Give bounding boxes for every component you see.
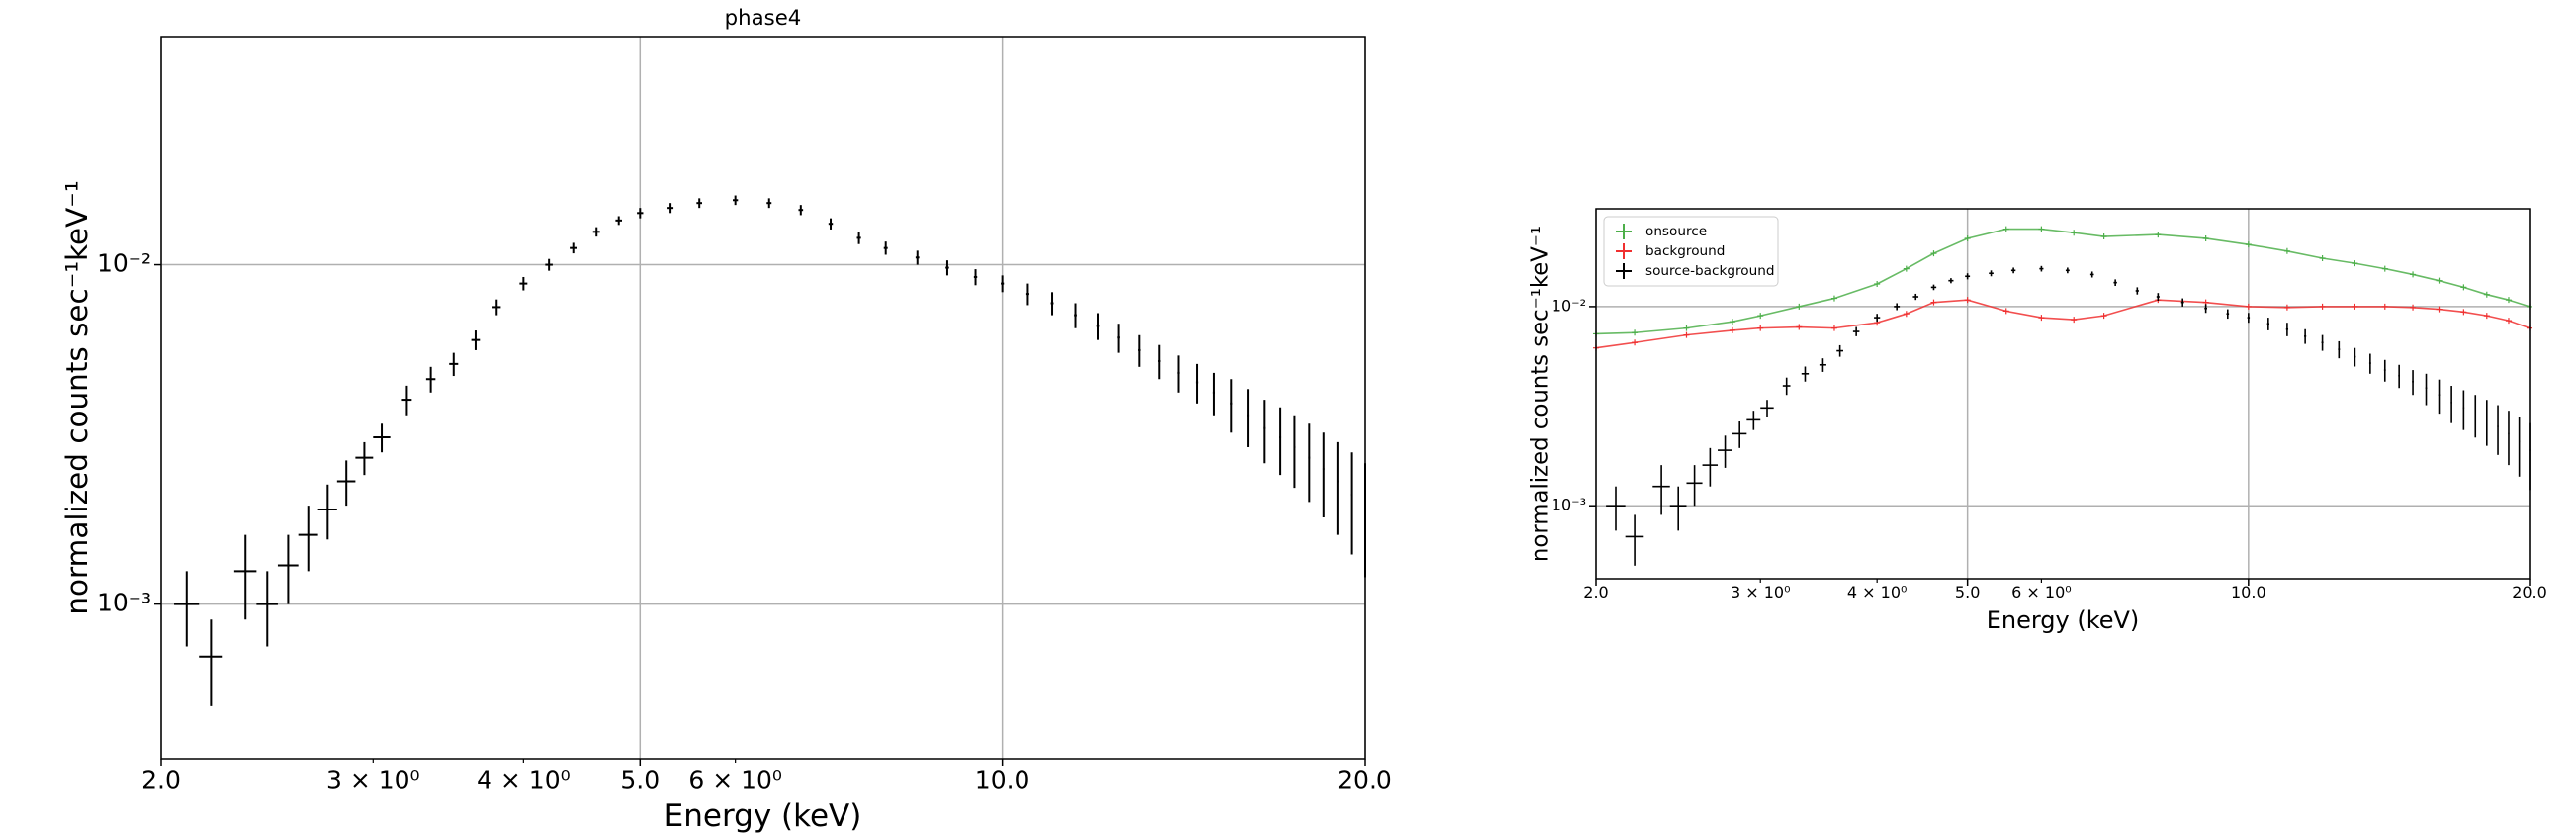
series-line [1595, 299, 2531, 349]
x-axis-label: Energy (keV) [1987, 606, 2140, 634]
legend-label: onsource [1645, 224, 1707, 239]
series-line [1595, 228, 2531, 335]
legend-label: background [1645, 243, 1725, 259]
x-tick-label: 20.0 [2512, 583, 2547, 602]
y-tick-label: 10⁻² [97, 249, 151, 278]
point [2319, 254, 2326, 261]
point [2436, 306, 2443, 313]
point [1757, 313, 1764, 320]
point [1874, 280, 1881, 287]
point [1683, 325, 1690, 331]
x-minor-tick-label: 3 × 10⁰ [326, 766, 420, 794]
point [1930, 250, 1937, 257]
point [1632, 329, 1639, 336]
point [1930, 299, 1937, 306]
point [2071, 230, 2078, 236]
point [2460, 284, 2467, 291]
x-tick-label: 20.0 [1337, 766, 1392, 794]
point [2319, 303, 2326, 310]
x-tick-label: 10.0 [2231, 583, 2266, 602]
point [2505, 297, 2512, 304]
x-minor-tick-label: 4 × 10⁰ [477, 766, 571, 794]
legend-marker [1616, 263, 1632, 279]
x-tick-label: 2.0 [141, 766, 181, 794]
point [2038, 226, 2045, 232]
point [2483, 313, 2490, 320]
y-axis-label: normalized counts sec⁻¹keV⁻¹ [60, 180, 94, 614]
point [2100, 233, 2107, 240]
point [2381, 303, 2388, 310]
point [1830, 295, 1837, 302]
point [1796, 303, 1803, 310]
point [2002, 308, 2009, 315]
point [2381, 265, 2388, 272]
point [2038, 315, 2045, 322]
point [1830, 325, 1837, 331]
point [2283, 247, 2290, 254]
point [2071, 317, 2078, 324]
chart-title: phase4 [725, 6, 802, 31]
point [1729, 319, 1735, 325]
point [2483, 291, 2490, 298]
point [1757, 325, 1764, 331]
point [1903, 311, 1910, 318]
x-tick-label: 5.0 [1955, 583, 1980, 602]
y-axis-label: normalized counts sec⁻¹keV⁻¹ [1528, 226, 1554, 562]
point [2410, 271, 2417, 278]
point [2202, 234, 2209, 241]
plot-frame [1595, 208, 2531, 580]
point [1964, 297, 1971, 304]
point [2002, 226, 2009, 232]
point [1729, 326, 1735, 333]
point [2352, 260, 2358, 267]
legend-marker [1616, 224, 1632, 239]
plot-frame [160, 36, 1366, 760]
point [2100, 313, 2107, 320]
point [2410, 304, 2417, 311]
point [1796, 324, 1803, 330]
point [2460, 309, 2467, 316]
x-tick-label: 10.0 [975, 766, 1030, 794]
y-tick-label: 10⁻² [1552, 296, 1586, 315]
point [1903, 265, 1910, 272]
point [1964, 234, 1971, 241]
x-tick-label: 5.0 [620, 766, 660, 794]
point [2245, 241, 2252, 248]
point [2283, 304, 2290, 311]
legend-marker [1616, 243, 1632, 259]
x-axis-label: Energy (keV) [665, 798, 862, 834]
point [1683, 331, 1690, 338]
y-tick-label: 10⁻³ [1552, 496, 1586, 514]
point [2505, 318, 2512, 325]
x-tick-label: 2.0 [1583, 583, 1608, 602]
point [2155, 232, 2162, 238]
y-tick-label: 10⁻³ [97, 589, 151, 617]
point [2436, 277, 2443, 284]
x-minor-tick-label: 6 × 10⁰ [2011, 583, 2072, 602]
point [2352, 303, 2358, 310]
point [1632, 339, 1639, 346]
point [2245, 303, 2252, 310]
x-minor-tick-label: 4 × 10⁰ [1847, 583, 1908, 602]
x-minor-tick-label: 3 × 10⁰ [1731, 583, 1791, 602]
legend-label: source-background [1645, 263, 1774, 279]
x-minor-tick-label: 6 × 10⁰ [688, 766, 782, 794]
legend-box [1603, 216, 1779, 287]
